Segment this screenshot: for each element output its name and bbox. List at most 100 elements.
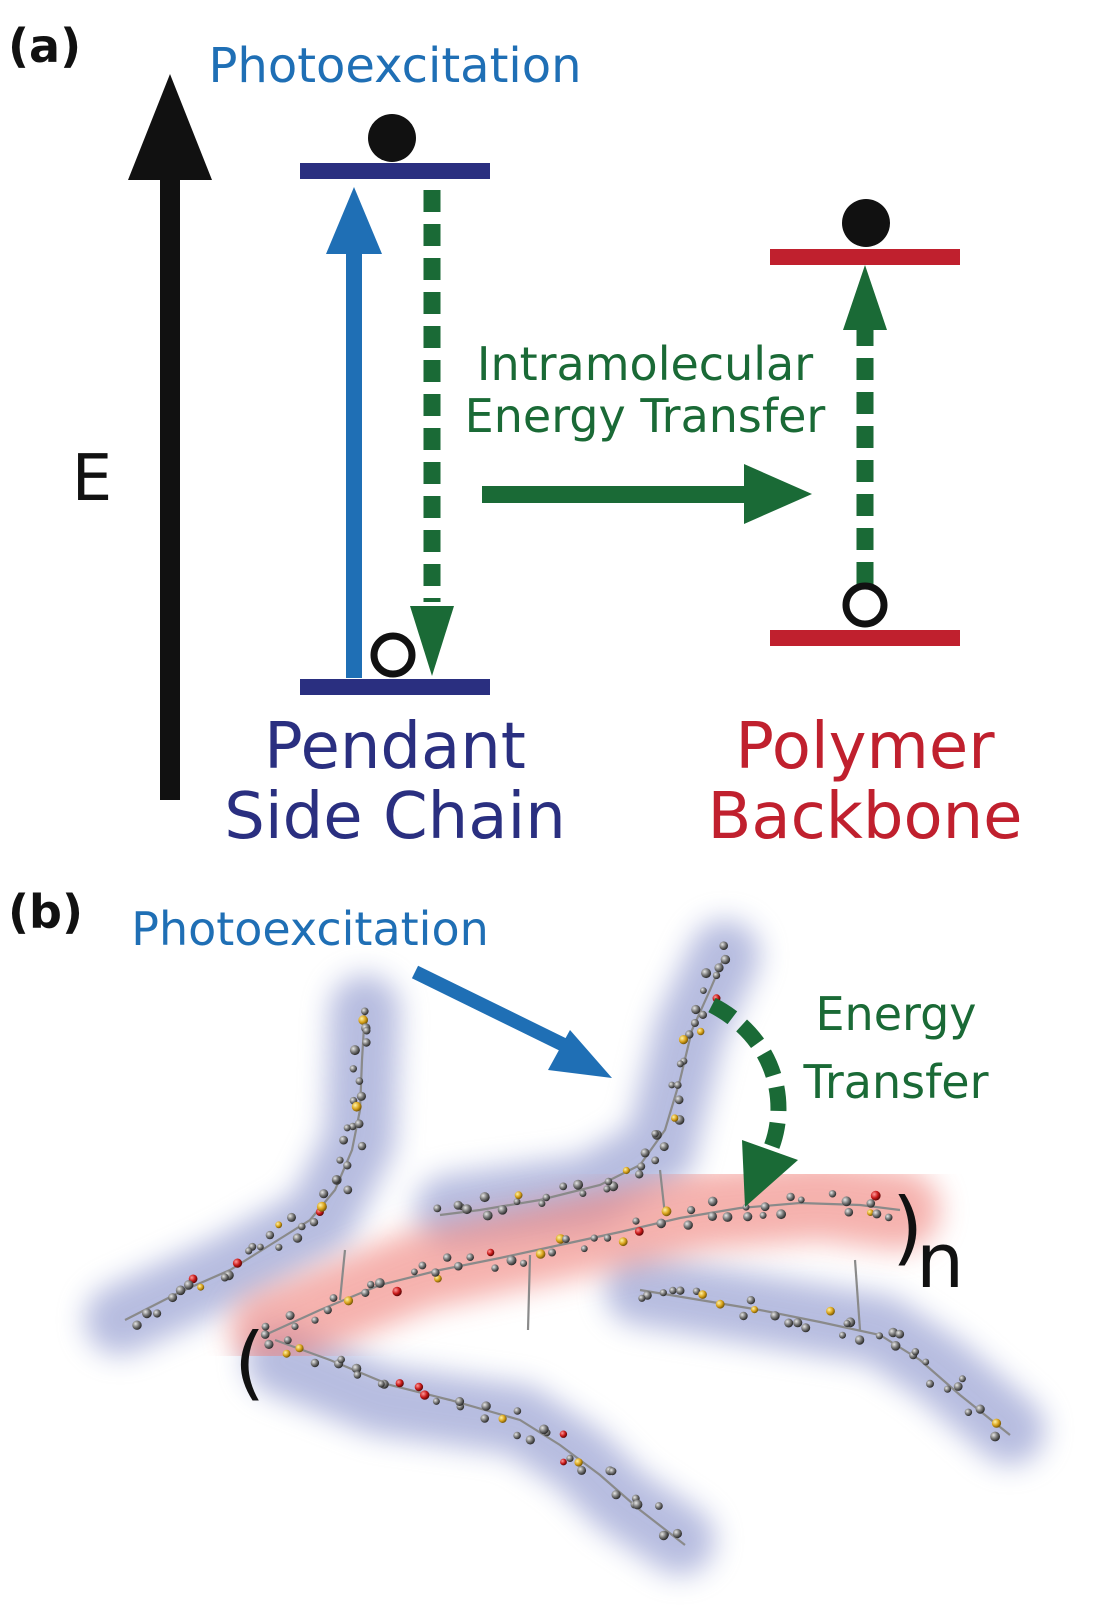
atom bbox=[674, 1081, 682, 1089]
atom bbox=[395, 1379, 404, 1388]
backbone-label-line2: Backbone bbox=[707, 780, 1022, 854]
atom bbox=[608, 1467, 617, 1476]
atom bbox=[377, 1380, 385, 1388]
atom bbox=[712, 971, 721, 980]
atom bbox=[361, 1007, 369, 1016]
atom bbox=[676, 1060, 684, 1068]
atom bbox=[454, 1261, 463, 1271]
atom bbox=[343, 1296, 354, 1306]
transfer-label-line1: Intramolecular bbox=[477, 337, 813, 391]
panel-b-label: (b) bbox=[8, 885, 83, 939]
atom bbox=[562, 1235, 570, 1243]
atom bbox=[362, 1026, 371, 1035]
atom bbox=[329, 1294, 338, 1302]
atom bbox=[759, 1211, 767, 1219]
atom bbox=[720, 954, 731, 965]
atom bbox=[548, 1248, 556, 1257]
atom bbox=[433, 1204, 442, 1213]
atom bbox=[634, 1227, 644, 1236]
atom bbox=[776, 1209, 786, 1220]
atom bbox=[497, 1205, 508, 1215]
atom bbox=[746, 1296, 756, 1305]
atom bbox=[261, 1322, 270, 1331]
atom bbox=[826, 1306, 835, 1316]
atom bbox=[678, 1035, 689, 1045]
atom bbox=[911, 1348, 920, 1356]
atom bbox=[958, 1375, 966, 1383]
atom bbox=[676, 1286, 685, 1295]
atom bbox=[283, 1336, 292, 1345]
atom bbox=[309, 1218, 319, 1227]
atom bbox=[671, 1114, 679, 1122]
side-chain-lower-level bbox=[300, 679, 490, 695]
atom bbox=[351, 1363, 362, 1374]
energy-axis-label: E bbox=[72, 442, 112, 516]
atom bbox=[513, 1431, 521, 1440]
atom bbox=[275, 1221, 283, 1229]
excitation-arrow bbox=[326, 187, 382, 678]
atom bbox=[310, 1358, 320, 1368]
atom bbox=[292, 1233, 303, 1243]
atom bbox=[797, 1196, 805, 1204]
atom bbox=[760, 1202, 770, 1212]
atom bbox=[870, 1190, 881, 1201]
atom bbox=[875, 1332, 884, 1340]
atom bbox=[611, 1490, 621, 1500]
atom bbox=[339, 1135, 348, 1145]
atom bbox=[168, 1293, 178, 1303]
atom bbox=[579, 1190, 587, 1197]
electron-backbone bbox=[842, 199, 890, 247]
repeat-subscript-n: n bbox=[916, 1216, 964, 1305]
molecule-bonds bbox=[124, 954, 1011, 1546]
atom bbox=[692, 1287, 701, 1296]
atom bbox=[175, 1285, 186, 1296]
atom bbox=[866, 1199, 876, 1208]
atom bbox=[479, 1192, 490, 1203]
atom bbox=[715, 1299, 725, 1309]
atom bbox=[343, 1161, 352, 1170]
atom bbox=[990, 1431, 1000, 1442]
atom bbox=[431, 1268, 440, 1277]
atom bbox=[801, 1323, 811, 1333]
atom bbox=[462, 1204, 472, 1215]
side-chain-upper-level bbox=[300, 163, 490, 179]
atom bbox=[566, 1454, 574, 1462]
atom bbox=[674, 1095, 684, 1105]
atom bbox=[922, 1358, 930, 1366]
atom bbox=[669, 1286, 677, 1295]
atom bbox=[975, 1404, 985, 1414]
atom bbox=[356, 1091, 366, 1101]
atom bbox=[743, 1212, 753, 1222]
atom bbox=[637, 1162, 646, 1171]
photoexcitation-label-b: Photoexcitation bbox=[131, 902, 489, 956]
atom bbox=[298, 1222, 306, 1231]
atom bbox=[337, 1355, 346, 1364]
atom bbox=[793, 1318, 803, 1328]
atom bbox=[580, 1245, 588, 1253]
atom bbox=[343, 1124, 351, 1132]
atom bbox=[559, 1430, 568, 1438]
atom bbox=[183, 1280, 194, 1290]
atom bbox=[700, 987, 707, 994]
atom bbox=[232, 1258, 243, 1268]
atom bbox=[867, 1209, 874, 1216]
atom bbox=[491, 1264, 499, 1272]
atom bbox=[287, 1212, 296, 1222]
atom bbox=[943, 1385, 952, 1393]
atom bbox=[506, 1255, 517, 1266]
atom bbox=[443, 1253, 452, 1262]
atom bbox=[784, 1318, 794, 1328]
atom bbox=[519, 1259, 528, 1267]
atom bbox=[574, 1458, 583, 1467]
atom bbox=[265, 1230, 275, 1240]
atom bbox=[355, 1077, 364, 1085]
atom bbox=[513, 1407, 522, 1415]
atom bbox=[392, 1286, 402, 1297]
atom bbox=[672, 1528, 683, 1539]
energy-transfer-arrow-b bbox=[708, 997, 798, 1207]
atom bbox=[828, 1190, 837, 1198]
atom bbox=[953, 1382, 963, 1391]
side-chain-label-line1: Pendant bbox=[264, 710, 526, 784]
atom bbox=[603, 1234, 612, 1242]
